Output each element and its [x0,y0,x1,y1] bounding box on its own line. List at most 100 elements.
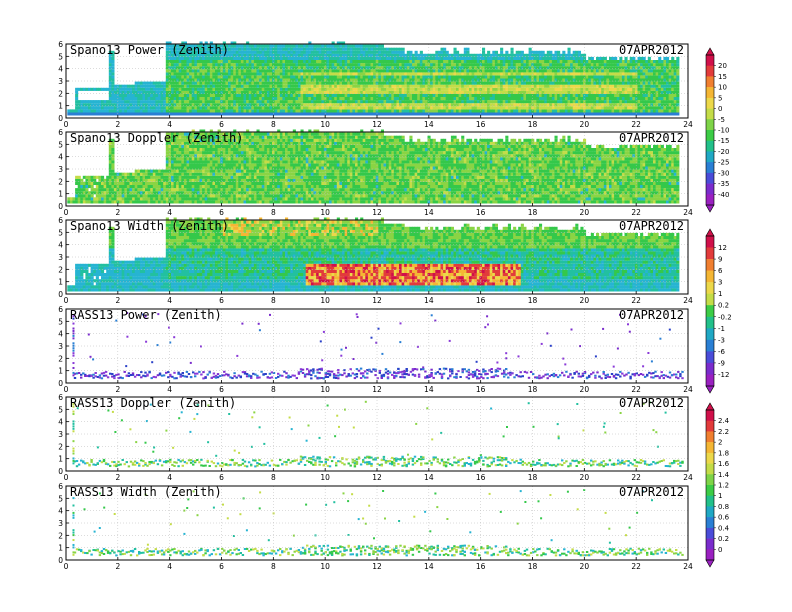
heatmap-cell [642,97,646,101]
heatmap-cell [445,66,449,70]
heatmap-cell [453,60,457,64]
heatmap-cell [228,78,232,82]
heatmap-cell [494,66,498,70]
heatmap-cell [269,47,273,51]
heatmap-cell [365,87,369,91]
heatmap-cell [349,75,353,79]
heatmap-cell [575,106,579,110]
heatmap-cell [355,56,359,60]
heatmap-cell [554,63,558,67]
heatmap-cell [106,109,110,113]
heatmap-cell [629,75,633,79]
heatmap-cell [539,75,543,79]
heatmap-cell [484,84,488,88]
heatmap-cell [378,93,382,97]
heatmap-cell [75,188,79,192]
heatmap-cell [417,97,421,101]
heatmap-cell [158,93,162,97]
heatmap-cell [443,100,447,104]
heatmap-cell [461,84,465,88]
heatmap-cell [189,78,193,82]
heatmap-cell [75,181,79,185]
heatmap-cell [349,90,353,94]
heatmap-cell [191,112,195,116]
heatmap-cell [432,63,436,67]
heatmap-cell [225,47,229,51]
heatmap-cell [111,163,115,167]
heatmap-cell [577,81,581,85]
heatmap-cell [240,47,244,51]
heatmap-cell [347,63,351,67]
heatmap-cell [572,100,576,104]
heatmap-cell [222,66,226,70]
heatmap-cell [367,100,371,104]
heatmap-cell [266,72,270,76]
heatmap-cell [476,78,480,82]
heatmap-cell [536,60,540,64]
heatmap-cell [471,106,475,110]
heatmap-cell [266,97,270,101]
heatmap-cell [386,81,390,85]
heatmap-cell [435,100,439,104]
heatmap-cell [510,56,514,60]
heatmap-cell [355,109,359,113]
heatmap-cell [160,185,164,189]
heatmap-cell [653,93,657,97]
heatmap-cell [111,160,115,164]
heatmap-cell [601,112,605,116]
heatmap-cell [82,87,86,91]
heatmap-cell [277,90,281,94]
heatmap-cell [668,112,672,116]
heatmap-cell [624,106,628,110]
heatmap-cell [111,84,115,88]
heatmap-cell [590,63,594,67]
heatmap-cell [77,175,81,179]
heatmap-cell [461,93,465,97]
heatmap-cell [355,44,359,48]
heatmap-cell [253,112,257,116]
heatmap-cell [575,84,579,88]
heatmap-cell [101,178,105,182]
heatmap-cell [642,109,646,113]
heatmap-cell [474,103,478,107]
heatmap-cell [388,72,392,76]
heatmap-cell [204,109,208,113]
heatmap-cell [225,81,229,85]
heatmap-cell [261,60,265,64]
heatmap-cell [526,63,530,67]
heatmap-cell [300,81,304,85]
heatmap-cell [401,63,405,67]
heatmap-cell [261,106,265,110]
heatmap-cell [300,87,304,91]
heatmap-cell [108,185,112,189]
heatmap-cell [362,63,366,67]
heatmap-cell [233,97,237,101]
heatmap-cell [171,81,175,85]
heatmap-cell [373,53,377,57]
heatmap-cell [634,106,638,110]
heatmap-cell [75,178,79,182]
heatmap-cell [259,75,263,79]
heatmap-cell [450,53,454,57]
heatmap-cell [282,69,286,73]
heatmap-cell [606,66,610,70]
heatmap-cell [549,75,553,79]
heatmap-cell [318,63,322,67]
heatmap-cell [308,72,312,76]
heatmap-cell [590,56,594,60]
heatmap-cell [189,53,193,57]
heatmap-cell [90,175,94,179]
heatmap-cell [456,66,460,70]
heatmap-cell [424,69,428,73]
heatmap-cell [251,47,255,51]
heatmap-cell [380,103,384,107]
heatmap-cell [373,44,377,48]
heatmap-cell [230,97,234,101]
heatmap-cell [171,75,175,79]
heatmap-cell [243,93,247,97]
heatmap-cell [137,109,141,113]
heatmap-cell [378,90,382,94]
heatmap-cell [365,103,369,107]
heatmap-cell [88,103,92,107]
heatmap-cell [673,60,677,64]
